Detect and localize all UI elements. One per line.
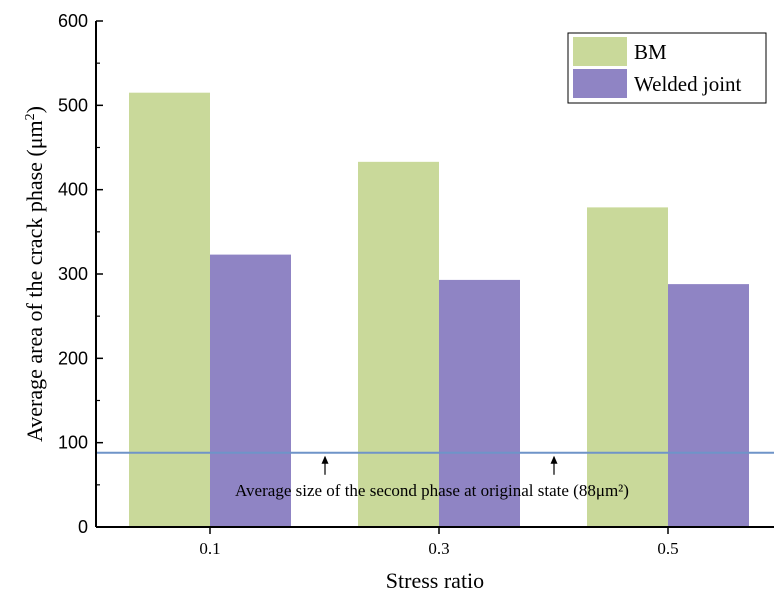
bars-group xyxy=(129,92,749,528)
annotation-arrows xyxy=(321,455,558,475)
legend-label-bm: BM xyxy=(634,40,667,64)
bar-welded-joint-0.3 xyxy=(439,279,520,527)
bar-bm-0.3 xyxy=(358,161,439,527)
y-tick-label: 300 xyxy=(58,264,88,284)
y-tick-labels: 0 100 200 300 400 500 600 xyxy=(58,11,88,537)
y-tick-label: 200 xyxy=(58,348,88,368)
annotation-arrow-1 xyxy=(321,455,329,475)
legend-label-welded-joint: Welded joint xyxy=(634,72,742,96)
y-axis-title-main: Average area of the crack phase (μm xyxy=(22,120,47,442)
x-axis-title: Stress ratio xyxy=(386,568,484,593)
bar-bm-0.1 xyxy=(129,92,210,527)
legend-swatch-bm xyxy=(573,37,627,66)
y-tick-label: 500 xyxy=(58,95,88,115)
bar-welded-joint-0.5 xyxy=(668,284,749,527)
y-tick-label: 0 xyxy=(78,517,88,537)
x-tick-label: 0.1 xyxy=(199,539,220,558)
y-axis-title-end: ) xyxy=(22,106,47,113)
axes-group xyxy=(95,20,774,534)
y-tick-label: 600 xyxy=(58,11,88,31)
x-tick-label: 0.3 xyxy=(428,539,449,558)
annotation-arrow-2 xyxy=(550,455,558,475)
y-axis-title-sup: 2 xyxy=(23,113,38,120)
y-axis-title: Average area of the crack phase (μm2) xyxy=(22,106,47,442)
bar-bm-0.5 xyxy=(587,207,668,528)
x-tick-labels: 0.1 0.3 0.5 xyxy=(199,539,678,558)
y-tick-label: 100 xyxy=(58,433,88,453)
legend-swatch-welded-joint xyxy=(573,69,627,98)
reference-annotation: Average size of the second phase at orig… xyxy=(235,481,629,500)
y-tick-label: 400 xyxy=(58,180,88,200)
legend: BM Welded joint xyxy=(567,32,767,104)
x-tick-label: 0.5 xyxy=(657,539,678,558)
bar-welded-joint-0.1 xyxy=(210,254,291,527)
